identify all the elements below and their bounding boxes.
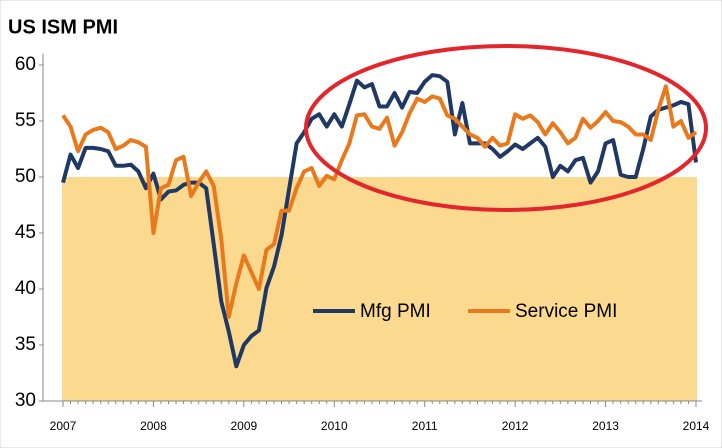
y-tick-label: 50 xyxy=(15,166,36,187)
chart: US ISM PMI 30 35 40 45 50 55 60 2007 2008 2009 201… xyxy=(0,0,722,448)
y-tick-label: 40 xyxy=(15,278,36,299)
legend-label: Mfg PMI xyxy=(360,301,431,322)
chart-title: US ISM PMI xyxy=(8,16,118,38)
x-tick-label: 2007 xyxy=(50,419,77,433)
x-tick-label: 2010 xyxy=(321,419,348,433)
x-tick-label: 2013 xyxy=(592,419,619,433)
y-tick-label: 60 xyxy=(15,54,36,75)
legend-label: Service PMI xyxy=(515,301,617,322)
y-tick-label: 35 xyxy=(15,334,36,355)
x-tick-label: 2014 xyxy=(683,419,710,433)
y-tick-label: 30 xyxy=(15,390,36,411)
x-tick-label: 2008 xyxy=(140,419,167,433)
x-tick-label: 2009 xyxy=(231,419,258,433)
x-tick-label: 2012 xyxy=(502,419,529,433)
x-tick-label: 2011 xyxy=(412,419,438,433)
y-tick-label: 45 xyxy=(15,222,36,243)
y-tick-label: 55 xyxy=(15,110,36,131)
